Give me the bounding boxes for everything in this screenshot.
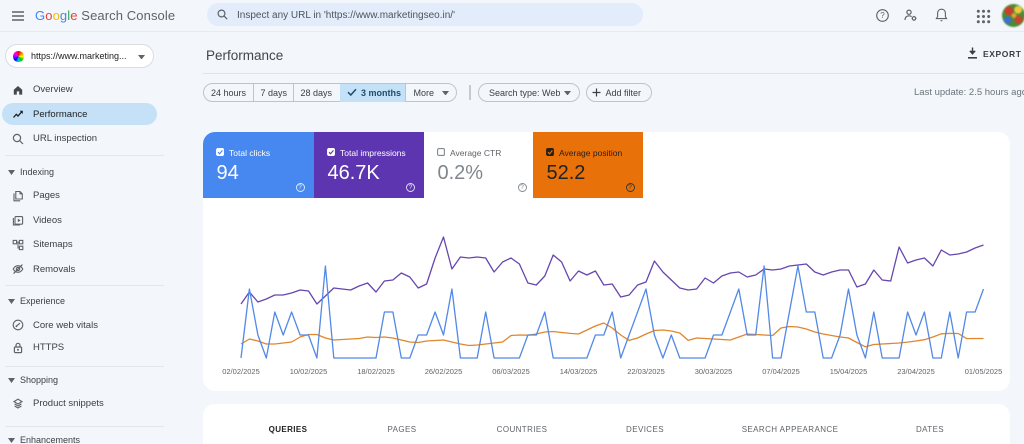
svg-text:07/04/2025: 07/04/2025 (762, 367, 800, 376)
svg-text:23/04/2025: 23/04/2025 (897, 367, 935, 376)
svg-text:06/03/2025: 06/03/2025 (492, 367, 530, 376)
svg-text:02/02/2025: 02/02/2025 (222, 367, 260, 376)
svg-text:15/04/2025: 15/04/2025 (830, 367, 868, 376)
svg-text:22/03/2025: 22/03/2025 (627, 367, 665, 376)
svg-text:14/03/2025: 14/03/2025 (560, 367, 598, 376)
svg-text:26/02/2025: 26/02/2025 (425, 367, 463, 376)
svg-text:18/02/2025: 18/02/2025 (357, 367, 395, 376)
svg-text:10/02/2025: 10/02/2025 (290, 367, 328, 376)
svg-text:30/03/2025: 30/03/2025 (695, 367, 733, 376)
svg-text:01/05/2025: 01/05/2025 (965, 367, 1003, 376)
